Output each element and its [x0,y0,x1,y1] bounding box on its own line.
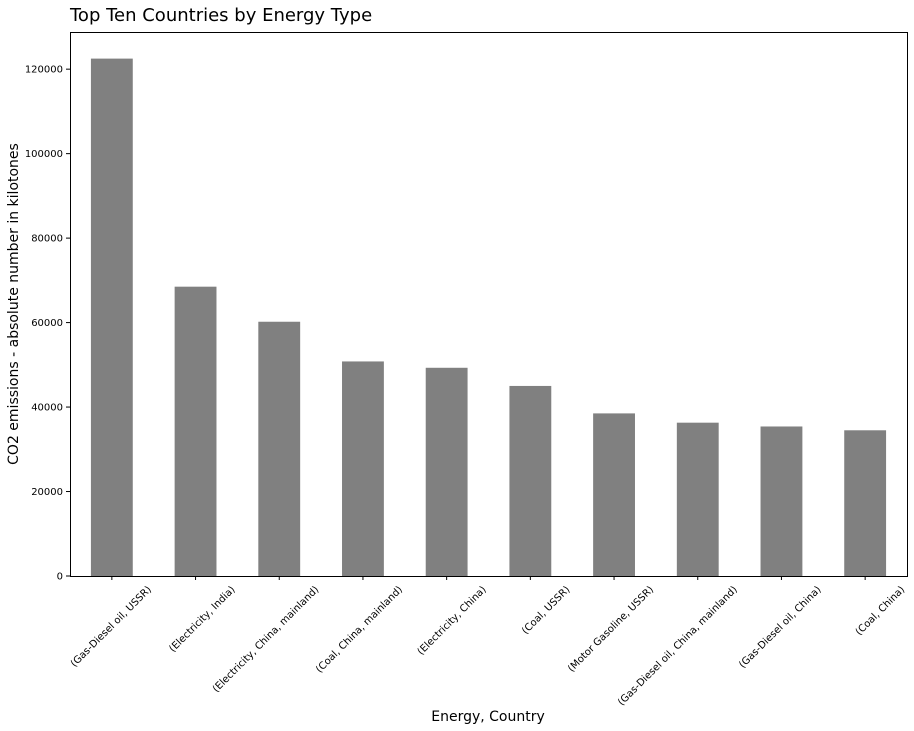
bar [342,361,384,576]
x-tick-label: (Coal, USSR) [520,584,572,636]
bar [760,426,803,576]
plot-frame [70,32,908,577]
y-tick-label: 60000 [31,318,63,329]
chart-title: Top Ten Countries by Energy Type [69,5,372,26]
bar [676,422,719,576]
y-tick-label: 20000 [31,487,63,498]
y-tick-label: 0 [57,572,63,583]
y-tick-label: 40000 [31,403,63,414]
x-tick-label: (Electricity, China) [416,584,489,657]
x-tick-label: (Motor Gasoline, USSR) [566,584,656,674]
bar [174,286,217,576]
x-axis-label: Energy, Country [431,709,545,725]
bar [90,58,133,577]
x-tick-label: (Gas-Diesel oil, USSR) [69,584,154,669]
y-axis-ticks: 0 20000 40000 60000 80000 100000 120000 [25,65,70,583]
x-tick-label: (Gas-Diesel oil, China) [737,584,823,670]
x-tick-label: (Coal, China, mainland) [314,584,405,675]
y-tick-label: 100000 [25,149,63,160]
x-tick-label: (Coal, China) [854,584,908,638]
bar [258,321,301,576]
bar [593,413,635,576]
x-axis-ticks: (Gas-Diesel oil, USSR) (Electricity, Indi… [69,576,908,708]
bars-group [90,58,887,577]
y-tick-label: 80000 [31,234,63,245]
bar [425,367,468,576]
bar [844,430,887,576]
x-tick-label: (Electricity, India) [167,584,237,654]
bar [509,385,552,576]
y-tick-label: 120000 [25,65,63,76]
y-axis-label: CO2 emissions - absolute number in kilot… [6,143,22,465]
